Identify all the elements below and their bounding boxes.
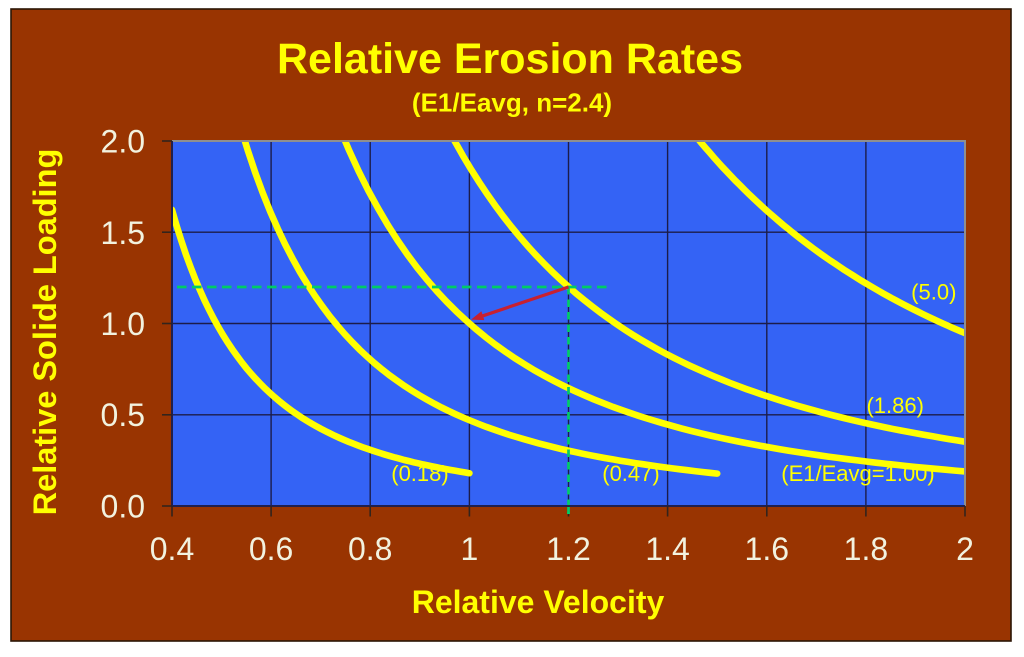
svg-text:0.0: 0.0 bbox=[101, 489, 145, 525]
svg-text:1.2: 1.2 bbox=[546, 531, 590, 567]
svg-text:1: 1 bbox=[461, 531, 479, 567]
svg-text:(5.0): (5.0) bbox=[911, 280, 956, 305]
svg-text:1.8: 1.8 bbox=[844, 531, 888, 567]
svg-text:(0.47): (0.47) bbox=[602, 461, 659, 486]
svg-text:1.6: 1.6 bbox=[745, 531, 789, 567]
svg-text:0.5: 0.5 bbox=[101, 397, 145, 433]
svg-text:2: 2 bbox=[956, 531, 974, 567]
svg-text:0.4: 0.4 bbox=[150, 531, 194, 567]
svg-text:(1.86): (1.86) bbox=[866, 393, 923, 418]
svg-text:Relative Velocity: Relative Velocity bbox=[412, 584, 665, 620]
svg-text:0.6: 0.6 bbox=[249, 531, 293, 567]
svg-text:0.8: 0.8 bbox=[348, 531, 392, 567]
svg-text:Relative Solide Loading: Relative Solide Loading bbox=[27, 149, 63, 516]
svg-text:1.4: 1.4 bbox=[645, 531, 689, 567]
svg-text:1.0: 1.0 bbox=[101, 306, 145, 342]
svg-text:(E1/Eavg, n=2.4): (E1/Eavg, n=2.4) bbox=[412, 88, 612, 118]
svg-text:(0.18): (0.18) bbox=[391, 461, 448, 486]
svg-text:2.0: 2.0 bbox=[101, 124, 145, 160]
svg-text:1.5: 1.5 bbox=[101, 215, 145, 251]
svg-text:(E1/Eavg=1.00): (E1/Eavg=1.00) bbox=[781, 461, 934, 486]
svg-text:Relative Erosion Rates: Relative Erosion Rates bbox=[277, 35, 743, 83]
